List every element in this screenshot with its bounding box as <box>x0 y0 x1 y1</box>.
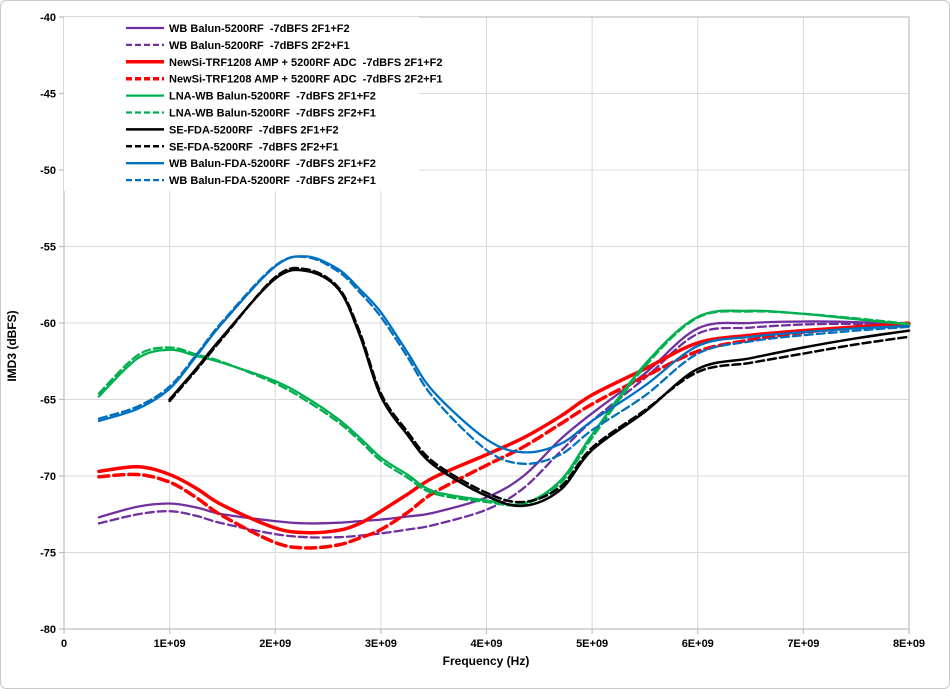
legend-item-label: WB Balun-5200RF -7dBFS 2F2+F1 <box>169 40 350 52</box>
legend: WB Balun-5200RF -7dBFS 2F1+F2 WB Balun-52… <box>64 17 442 191</box>
legend-box <box>64 17 419 191</box>
y-tick-label: -60 <box>40 318 56 330</box>
legend-item-label: SE-FDA-5200RF -7dBFS 2F2+F1 <box>169 141 339 153</box>
legend-item-label: WB Balun-5200RF -7dBFS 2F1+F2 <box>169 23 350 35</box>
y-axis-title: IMD3 (dBFS) <box>5 310 19 381</box>
y-tick-label: -55 <box>40 242 56 254</box>
legend-item-label: SE-FDA-5200RF -7dBFS 2F1+F2 <box>169 124 339 136</box>
y-tick-label: -40 <box>40 12 56 24</box>
x-axis-title: Frequency (Hz) <box>443 654 530 668</box>
x-tick-label: 6E+09 <box>682 638 714 650</box>
axis-labels: Frequency (Hz) IMD3 (dBFS) <box>5 310 529 668</box>
series-line-9 <box>97 255 911 465</box>
legend-item-label: NewSi-TRF1208 AMP + 5200RF ADC -7dBFS 2F… <box>169 74 442 86</box>
legend-item: WB Balun-FDA-5200RF -7dBFS 2F1+F2 <box>126 158 376 170</box>
axes: 0 1E+09 2E+09 3E+09 4E+09 5E+09 6E+09 7E+09 8E+0… <box>40 12 925 650</box>
y-tick-label: -80 <box>40 624 56 636</box>
legend-item: NewSi-TRF1208 AMP + 5200RF ADC -7dBFS 2F… <box>126 57 442 69</box>
legend-item: WB Balun-5200RF -7dBFS 2F1+F2 <box>126 23 350 35</box>
x-tick-label: 3E+09 <box>365 638 397 650</box>
legend-item: LNA-WB Balun-5200RF -7dBFS 2F1+F2 <box>126 91 376 103</box>
legend-item-label: LNA-WB Balun-5200RF -7dBFS 2F1+F2 <box>169 91 376 103</box>
legend-item: SE-FDA-5200RF -7dBFS 2F1+F2 <box>126 124 339 136</box>
x-tick-label: 2E+09 <box>259 638 291 650</box>
legend-item: NewSi-TRF1208 AMP + 5200RF ADC -7dBFS 2F… <box>126 74 442 86</box>
legend-item-label: WB Balun-FDA-5200RF -7dBFS 2F2+F1 <box>169 175 376 187</box>
y-tick-label: -70 <box>40 471 56 483</box>
series-line-7 <box>168 266 911 504</box>
legend-item: LNA-WB Balun-5200RF -7dBFS 2F2+F1 <box>126 108 376 120</box>
series-line-5 <box>97 310 911 507</box>
gridlines <box>64 17 909 629</box>
series-lines <box>97 255 911 550</box>
y-tick-label: -50 <box>40 165 56 177</box>
legend-item: WB Balun-FDA-5200RF -7dBFS 2F2+F1 <box>126 175 376 187</box>
x-tick-label: 8E+09 <box>893 638 925 650</box>
x-tick-label: 4E+09 <box>470 638 502 650</box>
legend-item: SE-FDA-5200RF -7dBFS 2F2+F1 <box>126 141 339 153</box>
legend-item: WB Balun-5200RF -7dBFS 2F2+F1 <box>126 40 350 52</box>
y-tick-label: -65 <box>40 395 56 407</box>
series-line-6 <box>168 268 911 508</box>
y-tick-label: -45 <box>40 89 56 101</box>
legend-item-label: NewSi-TRF1208 AMP + 5200RF ADC -7dBFS 2F… <box>169 57 442 69</box>
x-tick-label: 7E+09 <box>787 638 819 650</box>
y-tick-label: -75 <box>40 548 56 560</box>
x-tick-label: 0 <box>61 638 67 650</box>
x-tick-label: 5E+09 <box>576 638 608 650</box>
series-line-1 <box>97 322 911 539</box>
legend-item-label: WB Balun-FDA-5200RF -7dBFS 2F1+F2 <box>169 158 376 170</box>
series-line-8 <box>97 255 911 454</box>
series-line-0 <box>97 320 911 525</box>
legend-item-label: LNA-WB Balun-5200RF -7dBFS 2F2+F1 <box>169 108 376 120</box>
x-tick-label: 1E+09 <box>154 638 186 650</box>
